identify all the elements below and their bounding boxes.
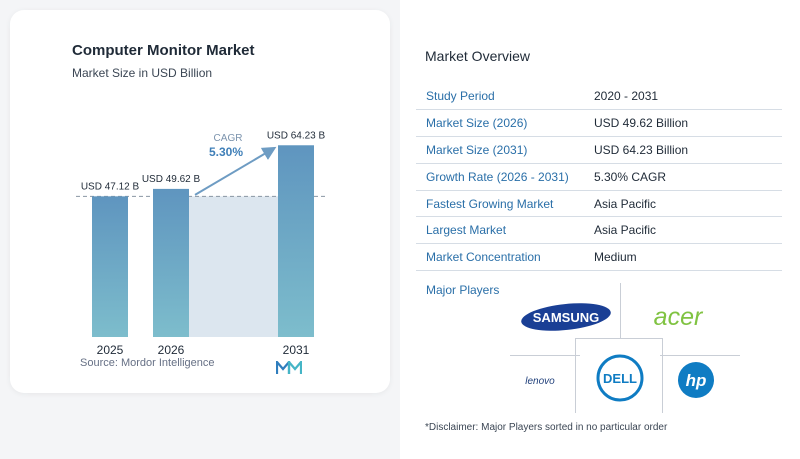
- overview-row-label: Study Period: [426, 89, 495, 104]
- overview-row: Largest Market Asia Pacific: [416, 217, 782, 244]
- overview-row: Fastest Growing Market Asia Pacific: [416, 190, 782, 217]
- hp-logo: hp: [678, 362, 714, 398]
- chart-subtitle: Market Size in USD Billion: [72, 66, 213, 80]
- chart-title: Computer Monitor Market: [72, 42, 255, 59]
- x-tick-label: 2031: [283, 343, 310, 357]
- svg-text:hp: hp: [686, 371, 707, 390]
- overview-row-value: USD 49.62 Billion: [594, 116, 689, 131]
- overview-row-label: Largest Market: [426, 223, 507, 238]
- overview-row-label: Market Size (2026): [426, 116, 528, 131]
- overview-row-value: 5.30% CAGR: [594, 169, 667, 184]
- samsung-logo: SAMSUNG: [521, 303, 611, 331]
- overview-row-value: USD 64.23 Billion: [594, 142, 689, 157]
- x-tick-label: 2026: [158, 343, 185, 357]
- mordor-logo-icon: [276, 361, 302, 374]
- overview-row-value: 2020 - 2031: [594, 89, 659, 104]
- overview-row: Study Period 2020 - 2031: [416, 83, 782, 110]
- overview-row: Market Size (2031) USD 64.23 Billion: [416, 137, 782, 164]
- bar-2025: [92, 196, 128, 337]
- bar-2031: [278, 145, 314, 337]
- overview-row-label: Fastest Growing Market: [426, 196, 554, 211]
- x-tick-label: 2025: [97, 343, 124, 357]
- cagr-arrow: [194, 146, 277, 196]
- bar-2026: [153, 188, 189, 337]
- overview-row-value: Asia Pacific: [594, 196, 657, 211]
- overview-row: Growth Rate (2026 - 2031) 5.30% CAGR: [416, 163, 782, 191]
- svg-text:SAMSUNG: SAMSUNG: [533, 310, 599, 325]
- overview-panel: Market Overview Study Period 2020 - 2031 M…: [400, 0, 800, 459]
- major-players-logos: [510, 283, 740, 413]
- overview-row-label: Market Concentration: [426, 250, 541, 265]
- cagr-label: CAGR: [214, 133, 243, 144]
- bar-value-label: USD 64.23 B: [267, 130, 326, 141]
- bar-value-label: USD 47.12 B: [81, 181, 140, 192]
- disclaimer-note: *Disclaimer: Major Players sorted in no …: [425, 422, 668, 433]
- cagr-value: 5.30%: [209, 145, 243, 159]
- overview-row-value: Medium: [594, 250, 637, 265]
- source-note: Source: Mordor Intelligence: [80, 357, 215, 369]
- overview-row-label: Market Size (2031): [426, 142, 528, 157]
- overview-row: Market Concentration Medium: [416, 244, 782, 271]
- svg-text:acer: acer: [654, 303, 704, 331]
- major-players-title: Major Players: [426, 283, 500, 297]
- overview-table: Study Period 2020 - 2031 Market Size (2026…: [416, 83, 782, 271]
- growth-band: [189, 196, 278, 337]
- lenovo-logo: lenovo: [525, 376, 555, 387]
- overview-row-value: Asia Pacific: [594, 223, 657, 238]
- svg-text:lenovo: lenovo: [525, 376, 555, 387]
- bar-value-label: USD 49.62 B: [142, 174, 201, 185]
- dell-logo: DELL: [596, 354, 644, 402]
- overview-row-label: Growth Rate (2026 - 2031): [426, 169, 569, 184]
- bar-chart: USD 47.12 B 2025 USD 49.62 B 2026 USD 64.23 …: [76, 130, 328, 357]
- overview-row: Market Size (2026) USD 49.62 Billion: [416, 110, 782, 137]
- overview-title: Market Overview: [425, 48, 531, 64]
- acer-logo: acer: [654, 303, 704, 331]
- svg-text:DELL: DELL: [603, 371, 637, 386]
